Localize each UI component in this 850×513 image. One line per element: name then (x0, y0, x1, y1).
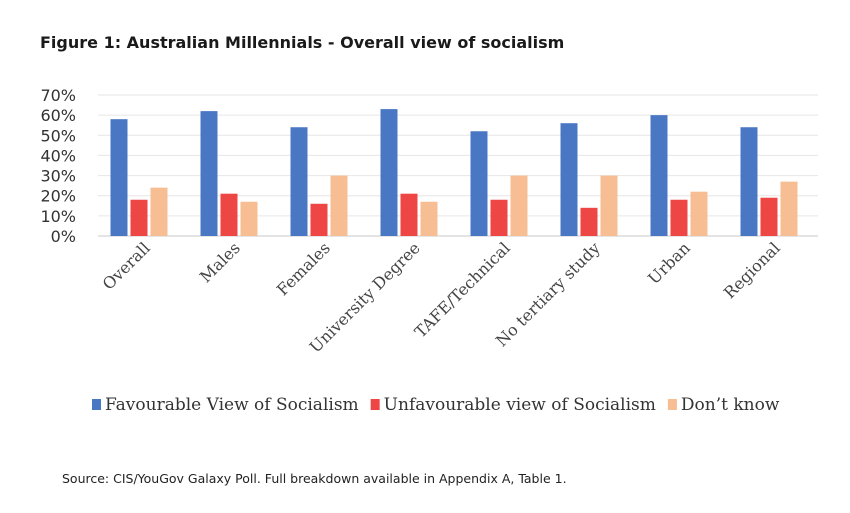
x-category-label: Females (273, 238, 334, 299)
y-tick-label: 70% (40, 86, 76, 105)
bar (240, 201, 258, 236)
legend-swatch (92, 399, 101, 410)
bar (510, 175, 528, 236)
x-category-label: Males (196, 238, 244, 286)
bar (690, 191, 708, 236)
y-tick-label: 0% (51, 227, 76, 246)
bar (400, 193, 418, 236)
bar (290, 127, 308, 236)
bar (150, 187, 168, 236)
legend-label: Don’t know (681, 395, 780, 415)
bars (110, 109, 798, 236)
bar (380, 109, 398, 236)
bar (220, 193, 238, 236)
y-tick-label: 10% (40, 207, 76, 226)
x-category-label: Regional (720, 238, 784, 302)
bar (580, 207, 598, 236)
legend-swatch (370, 399, 380, 410)
bar (420, 201, 438, 236)
legend-label: Unfavourable view of Socialism (384, 395, 656, 415)
bar (330, 175, 348, 236)
x-category-label: TAFE/Technical (411, 238, 514, 341)
bar (560, 123, 578, 236)
y-tick-label: 60% (40, 106, 76, 125)
source-note: Source: CIS/YouGov Galaxy Poll. Full bre… (62, 471, 567, 486)
y-tick-label: 30% (40, 167, 76, 186)
bar (670, 199, 688, 236)
bar (600, 175, 618, 236)
bar (650, 115, 668, 236)
legend-label: Favourable View of Socialism (105, 395, 359, 415)
bar (470, 131, 488, 236)
bar (130, 199, 148, 236)
y-tick-label: 50% (40, 126, 76, 145)
bar (110, 119, 128, 236)
bar (490, 199, 508, 236)
legend: Favourable View of Socialism Unfavourable… (92, 395, 780, 415)
y-tick-label: 20% (40, 187, 76, 206)
legend-swatch (667, 399, 677, 410)
figure-title: Figure 1: Australian Millennials - Overa… (40, 33, 565, 52)
y-axis-ticks: 0%10%20%30% 40%50%60%70% (40, 86, 76, 246)
bar (780, 181, 798, 236)
bar (740, 127, 758, 236)
y-tick-label: 40% (40, 146, 76, 165)
x-category-label: Overall (99, 238, 154, 293)
bar (200, 111, 218, 236)
x-category-label: Urban (644, 238, 694, 288)
bar (760, 197, 778, 236)
bar (310, 203, 328, 236)
